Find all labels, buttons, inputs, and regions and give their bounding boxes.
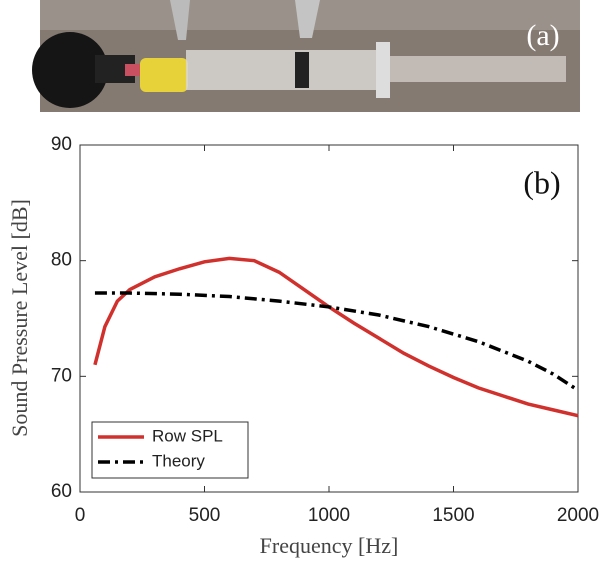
legend-label: Theory xyxy=(152,451,205,470)
flange xyxy=(376,42,390,98)
x-tick-label: 0 xyxy=(75,505,86,526)
y-axis-label: Sound Pressure Level [dB] xyxy=(7,199,32,437)
speaker xyxy=(32,32,108,108)
y-tick-label: 80 xyxy=(51,250,72,271)
x-tick-label: 500 xyxy=(189,505,221,526)
series-line xyxy=(93,256,579,418)
x-tick-label: 1500 xyxy=(432,505,474,526)
chart: (b) Frequency [Hz] Sound Pressure Level … xyxy=(7,134,599,558)
legend-box xyxy=(91,421,249,479)
plunger xyxy=(376,56,566,82)
tip xyxy=(125,64,143,76)
x-tick-label: 2000 xyxy=(557,505,599,526)
cap xyxy=(140,58,188,92)
y-tick-label: 70 xyxy=(51,365,72,386)
y-tick-label: 60 xyxy=(51,481,72,502)
x-axis-label: Frequency [Hz] xyxy=(260,533,399,558)
blade xyxy=(295,0,320,38)
x-tick-label: 1000 xyxy=(308,505,350,526)
y-tick-label: 90 xyxy=(51,134,72,155)
series-line xyxy=(94,291,579,392)
photo: (a) xyxy=(32,0,580,112)
panel-label: (b) xyxy=(523,164,560,200)
panel-label: (a) xyxy=(526,19,559,52)
blade xyxy=(170,0,190,40)
barrel xyxy=(186,50,376,90)
plunger-seal xyxy=(295,52,309,88)
legend-label: Row SPL xyxy=(152,426,223,445)
